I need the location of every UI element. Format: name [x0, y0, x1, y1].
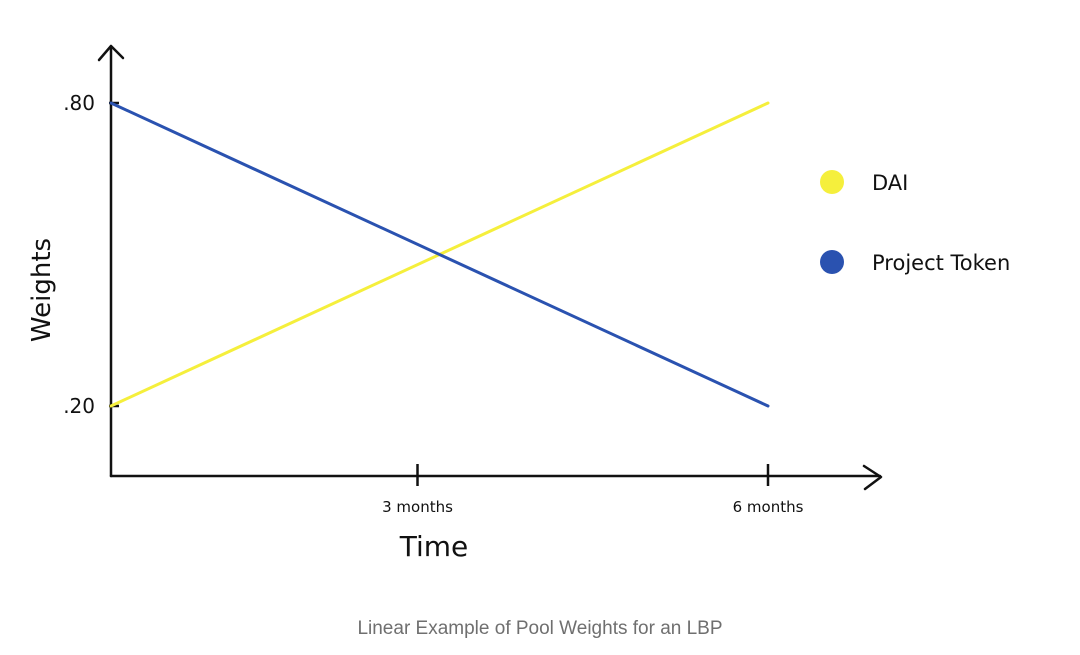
legend-marker — [820, 250, 844, 274]
series-line-project-token — [109, 101, 770, 408]
y-axis-arrow — [97, 44, 125, 62]
y-ticks: .80 .20 — [63, 91, 119, 418]
x-ticks: 3 months 6 months — [382, 464, 804, 516]
x-axis-label: Time — [399, 530, 469, 563]
figure-caption: Linear Example of Pool Weights for an LB… — [357, 618, 723, 639]
series-lines — [109, 101, 770, 408]
legend-label: Project Token — [872, 251, 1010, 275]
legend: DAI Project Token — [820, 170, 1010, 275]
axes — [97, 44, 883, 491]
weights-chart: .80 .20 3 months 6 months Time Weights DAI… — [27, 44, 1010, 563]
y-axis-label: Weights — [27, 238, 57, 342]
legend-label: DAI — [872, 171, 908, 195]
legend-marker — [820, 170, 844, 194]
y-tick-label: .80 — [63, 91, 95, 115]
x-tick-label: 6 months — [733, 498, 804, 516]
x-tick-label: 3 months — [382, 498, 453, 516]
x-axis-arrow — [862, 464, 883, 491]
y-tick-label: .20 — [63, 394, 95, 418]
